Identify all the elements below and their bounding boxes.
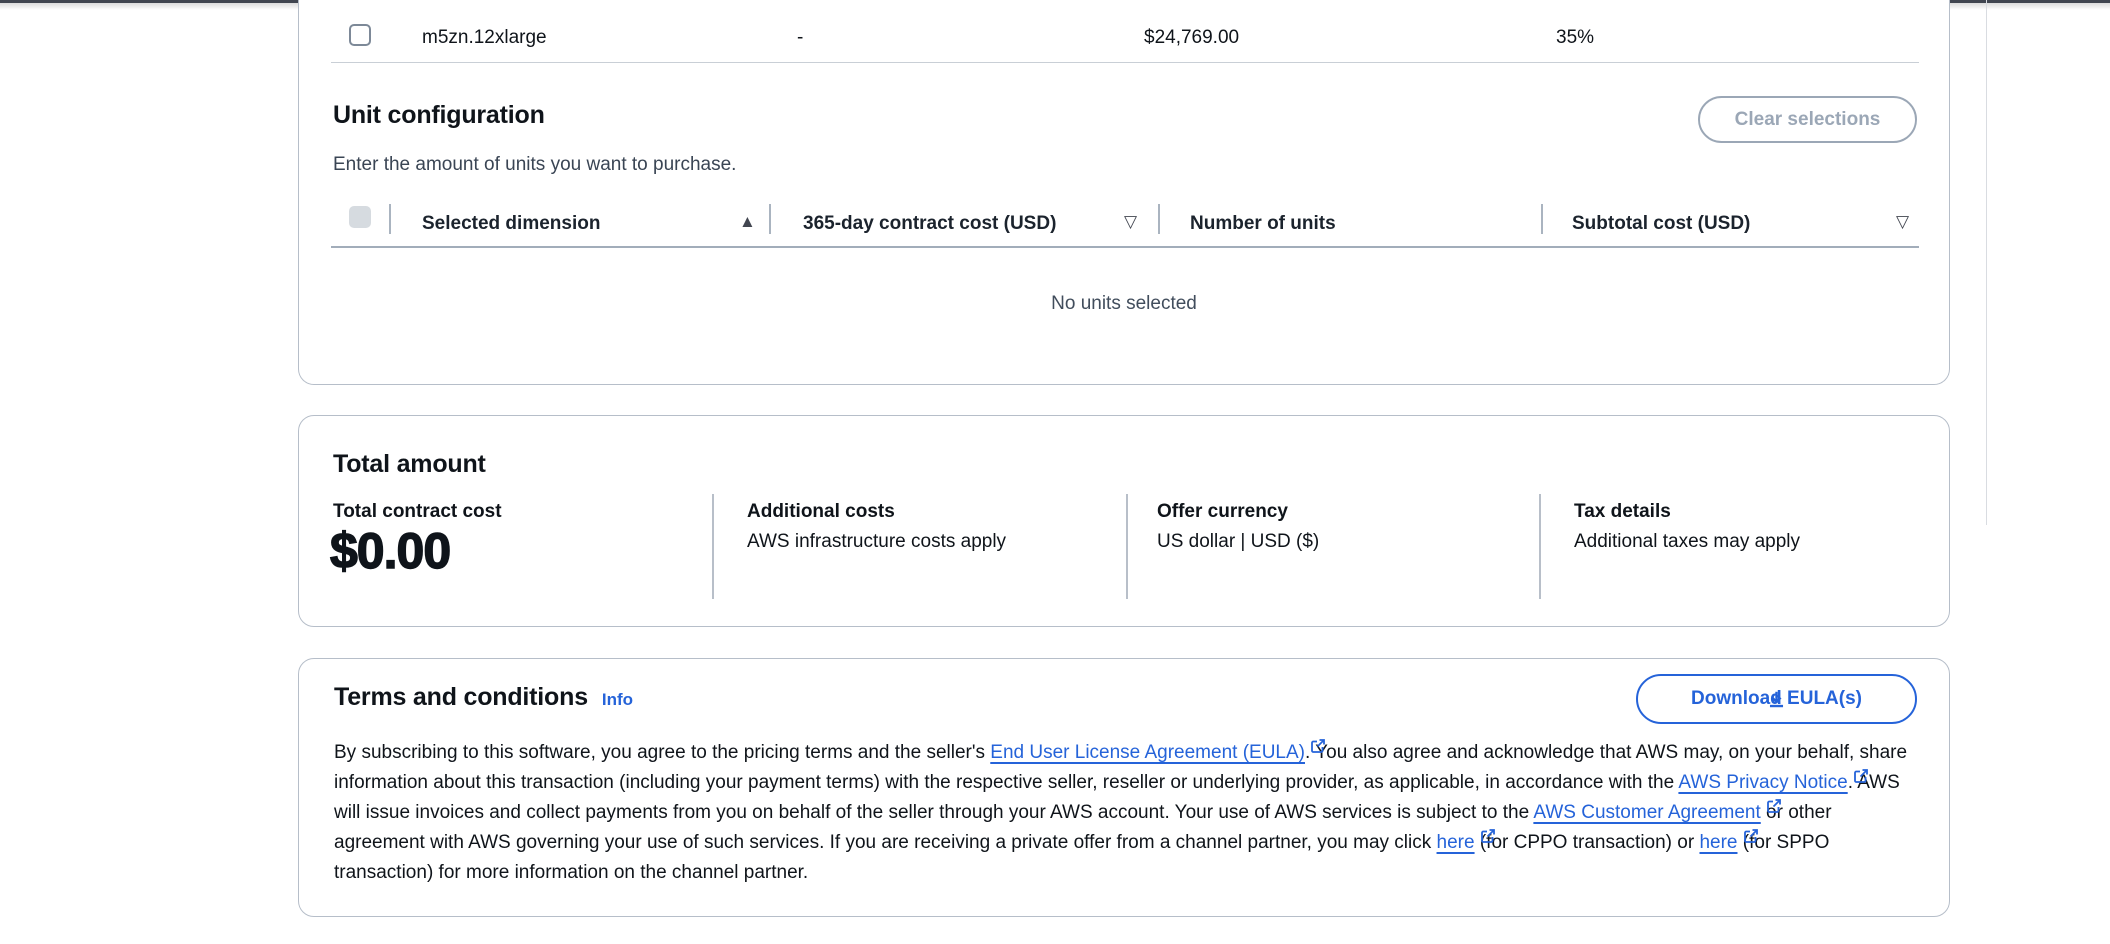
sppo-here-link[interactable]: here	[1699, 829, 1758, 853]
column-header-selected-dimension[interactable]: Selected dimension	[422, 213, 601, 234]
column-divider	[1541, 204, 1543, 234]
offer-currency-value: US dollar | USD ($)	[1157, 531, 1320, 552]
pricing-row-empty-value: -	[797, 27, 804, 48]
column-header-subtotal-cost[interactable]: Subtotal cost (USD)	[1572, 213, 1751, 234]
tax-details-label: Tax details	[1574, 501, 1671, 522]
unit-configuration-title: Unit configuration	[333, 101, 545, 129]
tax-details-value: Additional taxes may apply	[1574, 531, 1801, 552]
download-eula-label: Download EULA(s)	[1691, 688, 1862, 709]
column-divider	[769, 204, 771, 234]
total-amount-title: Total amount	[333, 450, 486, 478]
total-contract-cost-value: $0.00	[329, 522, 452, 579]
external-link-icon	[1480, 829, 1495, 843]
additional-costs-value: AWS infrastructure costs apply	[747, 531, 1007, 552]
terms-text: . You also agree and acknowledge that AW…	[334, 742, 1908, 793]
clear-selections-button[interactable]: Clear selections	[1698, 96, 1917, 143]
terms-text: (for SPPO transaction) for more informat…	[334, 832, 1830, 883]
offer-currency-label: Offer currency	[1157, 501, 1288, 522]
eula-link[interactable]: End User License Agreement (EULA)	[990, 739, 1325, 763]
column-header-number-of-units[interactable]: Number of units	[1190, 213, 1336, 234]
download-eula-button[interactable]: Download EULA(s)	[1636, 674, 1917, 724]
column-divider	[1158, 204, 1160, 234]
external-link-icon	[1853, 769, 1868, 783]
privacy-notice-link[interactable]: AWS Privacy Notice	[1678, 769, 1868, 793]
terms-and-conditions-card: Terms and conditions Info Download EULA(…	[298, 658, 1950, 917]
sort-descending-icon[interactable]: ▽	[1896, 212, 1910, 231]
terms-text: or other agreement with AWS governing yo…	[334, 802, 1832, 853]
total-contract-cost-label: Total contract cost	[333, 501, 502, 522]
column-divider	[389, 204, 391, 234]
unit-configuration-description: Enter the amount of units you want to pu…	[333, 154, 737, 175]
sort-ascending-icon[interactable]: ▲	[739, 212, 756, 231]
download-icon	[1769, 691, 1784, 707]
info-link[interactable]: Info	[601, 690, 634, 709]
sort-descending-icon[interactable]: ▽	[1124, 212, 1138, 231]
terms-heading-row: Terms and conditions Info	[334, 683, 633, 712]
pricing-row-dimension: m5zn.12xlarge	[422, 27, 547, 48]
pricing-row-contract-cost: $24,769.00	[1144, 27, 1240, 48]
pricing-row-discount: 35%	[1556, 27, 1595, 48]
section-divider	[1126, 494, 1128, 599]
section-divider	[1539, 494, 1541, 599]
select-all-checkbox[interactable]	[349, 206, 371, 228]
section-divider	[712, 494, 714, 599]
unit-configuration-card: m5zn.12xlarge - $24,769.00 35% Unit conf…	[298, 0, 1950, 385]
cppo-here-link[interactable]: here	[1437, 829, 1495, 853]
terms-title: Terms and conditions	[334, 683, 588, 711]
additional-costs-label: Additional costs	[747, 501, 895, 522]
terms-text: (for CPPO transaction) or	[1474, 832, 1700, 853]
customer-agreement-link[interactable]: AWS Customer Agreement	[1533, 799, 1781, 823]
table-header-divider	[331, 246, 1919, 248]
terms-paragraph: By subscribing to this software, you agr…	[334, 738, 1918, 888]
terms-text: . AWS will issue invoices and collect pa…	[334, 772, 1900, 823]
external-link-icon	[1766, 799, 1781, 813]
row-divider	[331, 62, 1919, 63]
terms-text: By subscribing to this software, you agr…	[334, 742, 991, 763]
column-header-contract-cost[interactable]: 365-day contract cost (USD)	[803, 213, 1057, 234]
empty-state-message: No units selected	[1051, 293, 1197, 314]
pricing-row-checkbox[interactable]	[349, 24, 371, 46]
total-amount-card: Total amount Total contract cost $0.00 A…	[298, 415, 1950, 627]
external-link-icon	[1311, 739, 1325, 753]
scrollbar-track[interactable]	[1986, 0, 1987, 525]
external-link-icon	[1743, 829, 1758, 843]
